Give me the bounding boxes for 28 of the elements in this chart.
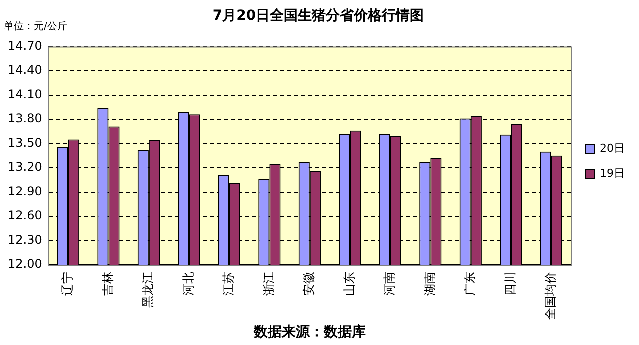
y-tick-label: 14.70 <box>8 38 42 53</box>
source-note: 数据来源：数据库 <box>252 324 366 341</box>
y-tick-label: 12.60 <box>8 208 42 223</box>
y-axis-title: 单位：元/公斤 <box>4 20 68 33</box>
x-tick-label: 湖南 <box>422 272 437 296</box>
x-tick-label: 全国均价 <box>544 272 558 320</box>
x-tick-label: 四川 <box>503 272 518 296</box>
x-tick-label: 广东 <box>463 272 478 296</box>
legend-label: 19日 <box>600 166 626 180</box>
y-tick-label: 12.00 <box>8 257 42 272</box>
x-tick-label: 河北 <box>181 272 196 296</box>
x-tick-label: 浙江 <box>262 272 276 296</box>
y-tick-label: 13.20 <box>8 160 42 174</box>
x-tick-label: 安徽 <box>302 272 316 296</box>
y-tick-label: 13.80 <box>8 112 42 126</box>
y-tick-label: 14.10 <box>8 87 42 102</box>
x-tick-label: 吉林 <box>100 272 115 296</box>
chart-title: 7月20日全国生猪分省价格行情图 <box>212 8 424 24</box>
x-tick-label: 江苏 <box>222 272 236 296</box>
x-tick-label: 辽宁 <box>60 272 75 296</box>
y-tick-label: 14.40 <box>8 63 42 78</box>
y-tick-label: 12.90 <box>8 184 42 198</box>
x-tick-label: 山东 <box>342 272 356 296</box>
y-tick-label: 13.50 <box>8 136 42 150</box>
x-tick-label: 黑龙江 <box>141 272 156 308</box>
y-tick-label: 12.30 <box>8 232 42 247</box>
legend-label: 20日 <box>600 142 626 155</box>
x-tick-label: 河南 <box>382 272 397 296</box>
